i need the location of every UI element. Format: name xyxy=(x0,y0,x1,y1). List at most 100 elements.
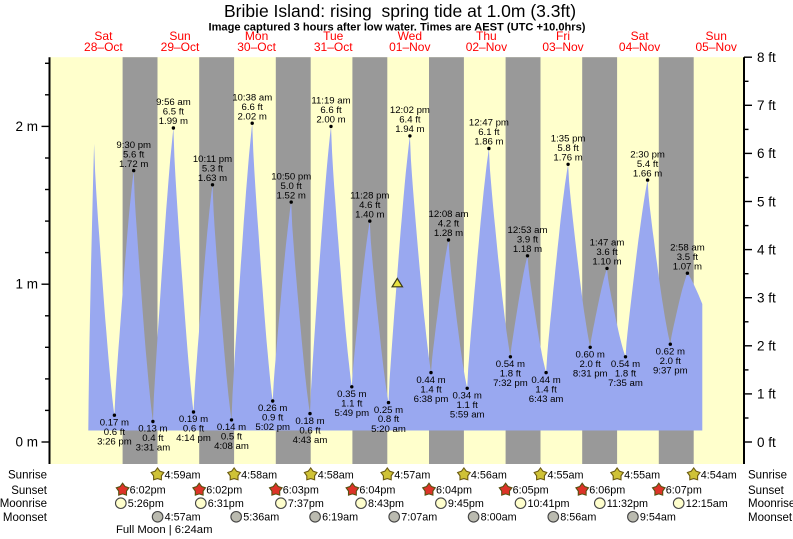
svg-text:0.17 m: 0.17 m xyxy=(100,417,129,428)
svg-text:1.99 m: 1.99 m xyxy=(159,116,188,127)
svg-text:1.76 m: 1.76 m xyxy=(553,153,582,164)
svg-text:4:55am: 4:55am xyxy=(548,469,584,481)
svg-text:11:28 pm: 11:28 pm xyxy=(350,190,389,201)
svg-text:7 ft: 7 ft xyxy=(757,98,776,113)
svg-text:5 ft: 5 ft xyxy=(757,194,776,209)
svg-text:6:06pm: 6:06pm xyxy=(589,485,625,497)
svg-text:4:55am: 4:55am xyxy=(624,469,660,481)
svg-text:01–Nov: 01–Nov xyxy=(389,40,430,54)
svg-text:6:07pm: 6:07pm xyxy=(666,485,702,497)
svg-text:0.60 m: 0.60 m xyxy=(576,350,605,361)
svg-text:12:53 am: 12:53 am xyxy=(507,225,547,236)
svg-text:10:41pm: 10:41pm xyxy=(528,498,570,510)
svg-text:6:04pm: 6:04pm xyxy=(436,485,472,497)
svg-text:31–Oct: 31–Oct xyxy=(314,40,353,54)
svg-text:0.6 ft: 0.6 ft xyxy=(183,424,205,435)
svg-text:5:36am: 5:36am xyxy=(243,512,279,524)
svg-text:1.72 m: 1.72 m xyxy=(119,159,148,170)
svg-text:2 ft: 2 ft xyxy=(757,339,776,354)
svg-text:0 m: 0 m xyxy=(15,435,38,450)
svg-text:8 ft: 8 ft xyxy=(757,50,776,65)
svg-text:0.18 m: 0.18 m xyxy=(295,416,324,427)
svg-text:4:14 pm: 4:14 pm xyxy=(176,433,211,444)
svg-text:4:57am: 4:57am xyxy=(165,512,201,524)
svg-text:0.54 m: 0.54 m xyxy=(496,359,525,370)
svg-text:8:31 pm: 8:31 pm xyxy=(573,369,608,380)
svg-text:02–Nov: 02–Nov xyxy=(466,40,507,54)
svg-text:5.6 ft: 5.6 ft xyxy=(123,149,145,160)
svg-text:0.13 m: 0.13 m xyxy=(138,424,167,435)
svg-text:1 ft: 1 ft xyxy=(757,387,776,402)
svg-text:9:56 am: 9:56 am xyxy=(156,97,191,108)
svg-text:3:31 am: 3:31 am xyxy=(136,443,171,454)
svg-text:3 ft: 3 ft xyxy=(757,291,776,306)
svg-text:6.4 ft: 6.4 ft xyxy=(399,115,421,126)
svg-text:28–Oct: 28–Oct xyxy=(84,40,123,54)
svg-text:6:05pm: 6:05pm xyxy=(513,485,549,497)
svg-text:03–Nov: 03–Nov xyxy=(542,40,583,54)
svg-text:4.2 ft: 4.2 ft xyxy=(438,219,460,230)
svg-text:0.8 ft: 0.8 ft xyxy=(378,414,400,425)
svg-text:0 ft: 0 ft xyxy=(757,435,776,450)
svg-text:5:26pm: 5:26pm xyxy=(128,498,164,510)
svg-text:10:50 pm: 10:50 pm xyxy=(271,171,311,182)
svg-text:8:56am: 8:56am xyxy=(560,512,596,524)
svg-text:10:11 pm: 10:11 pm xyxy=(193,154,232,165)
svg-text:Sun: Sun xyxy=(706,29,727,43)
svg-text:1.1 ft: 1.1 ft xyxy=(457,400,479,411)
svg-text:0.19 m: 0.19 m xyxy=(179,414,208,425)
svg-text:6:02pm: 6:02pm xyxy=(130,485,166,497)
svg-text:2:58 am: 2:58 am xyxy=(670,242,705,253)
svg-text:4:58am: 4:58am xyxy=(241,469,277,481)
svg-text:7:07am: 7:07am xyxy=(401,512,437,524)
svg-text:9:37 pm: 9:37 pm xyxy=(653,365,688,376)
svg-text:1.66 m: 1.66 m xyxy=(633,168,662,179)
svg-text:6:19am: 6:19am xyxy=(322,512,358,524)
svg-text:1.28 m: 1.28 m xyxy=(434,228,463,239)
svg-text:4:57am: 4:57am xyxy=(394,469,430,481)
svg-text:1.40 m: 1.40 m xyxy=(355,209,384,220)
svg-text:3:26 pm: 3:26 pm xyxy=(97,436,132,447)
svg-text:Tue: Tue xyxy=(323,29,344,43)
svg-text:1.86 m: 1.86 m xyxy=(474,137,503,148)
svg-text:Full Moon | 6:24am: Full Moon | 6:24am xyxy=(116,524,213,536)
svg-text:4:43 am: 4:43 am xyxy=(293,435,328,446)
svg-text:6.1 ft: 6.1 ft xyxy=(478,127,500,138)
svg-text:Sunset: Sunset xyxy=(11,485,48,497)
svg-text:05–Nov: 05–Nov xyxy=(696,40,737,54)
svg-text:9:54am: 9:54am xyxy=(640,512,676,524)
svg-text:5:20 am: 5:20 am xyxy=(371,424,406,435)
svg-text:0.54 m: 0.54 m xyxy=(611,359,640,370)
svg-text:1.52 m: 1.52 m xyxy=(277,190,306,201)
svg-text:4 ft: 4 ft xyxy=(757,242,776,257)
svg-text:5:59 am: 5:59 am xyxy=(450,410,485,421)
svg-text:4.6 ft: 4.6 ft xyxy=(359,200,381,211)
svg-text:2 m: 2 m xyxy=(15,119,38,134)
svg-text:1.94 m: 1.94 m xyxy=(395,124,424,135)
svg-text:Wed: Wed xyxy=(398,29,422,43)
svg-text:0.44 m: 0.44 m xyxy=(531,375,560,386)
svg-text:29–Oct: 29–Oct xyxy=(161,40,200,54)
svg-text:6 ft: 6 ft xyxy=(757,146,776,161)
svg-text:6:38 pm: 6:38 pm xyxy=(414,394,449,405)
svg-text:2.00 m: 2.00 m xyxy=(316,115,345,126)
svg-text:Sat: Sat xyxy=(631,29,650,43)
svg-text:1.4 ft: 1.4 ft xyxy=(420,384,442,395)
svg-text:1.4 ft: 1.4 ft xyxy=(535,384,557,395)
svg-text:5.8 ft: 5.8 ft xyxy=(557,143,579,154)
svg-text:6.6 ft: 6.6 ft xyxy=(320,105,342,116)
svg-text:9:30 pm: 9:30 pm xyxy=(116,140,151,151)
svg-text:1.63 m: 1.63 m xyxy=(198,173,227,184)
svg-text:Bribie Island: rising spring: Bribie Island: rising spring tide at 1.0… xyxy=(224,1,576,21)
svg-text:3.5 ft: 3.5 ft xyxy=(677,252,699,263)
svg-text:04–Nov: 04–Nov xyxy=(619,40,660,54)
svg-text:6:03pm: 6:03pm xyxy=(283,485,319,497)
svg-text:1 m: 1 m xyxy=(15,277,38,292)
svg-text:1:35 pm: 1:35 pm xyxy=(551,134,586,145)
svg-text:1.10 m: 1.10 m xyxy=(592,257,621,268)
svg-text:1:47 am: 1:47 am xyxy=(590,238,625,249)
svg-text:4:59am: 4:59am xyxy=(165,469,201,481)
svg-text:0.14 m: 0.14 m xyxy=(217,422,246,433)
svg-text:8:00am: 8:00am xyxy=(481,512,517,524)
svg-text:1.8 ft: 1.8 ft xyxy=(615,369,637,380)
